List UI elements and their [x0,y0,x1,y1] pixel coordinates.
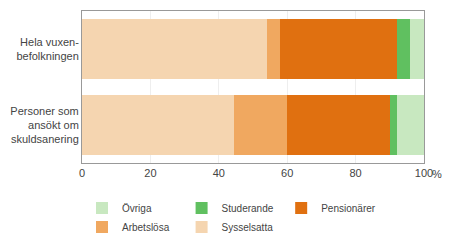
svg-text:Personer somansökt omskuldsane: Personer somansökt omskuldsanering [10,105,78,146]
svg-text:80: 80 [349,167,361,179]
svg-text:0: 0 [79,167,85,179]
svg-text:Studerande: Studerande [222,203,274,214]
svg-text:20: 20 [144,167,156,179]
svg-text:60: 60 [281,167,293,179]
svg-text:Övriga: Övriga [122,203,152,214]
svg-text:100: 100 [415,167,433,179]
svg-text:40: 40 [213,167,225,179]
svg-text:Pensionärer: Pensionärer [321,203,376,214]
svg-text:Arbetslösa: Arbetslösa [122,222,170,233]
svg-text:%: % [432,168,442,180]
svg-text:Sysselsatta: Sysselsatta [222,222,274,233]
svg-text:Hela vuxen-befolkningen: Hela vuxen-befolkningen [16,36,79,62]
